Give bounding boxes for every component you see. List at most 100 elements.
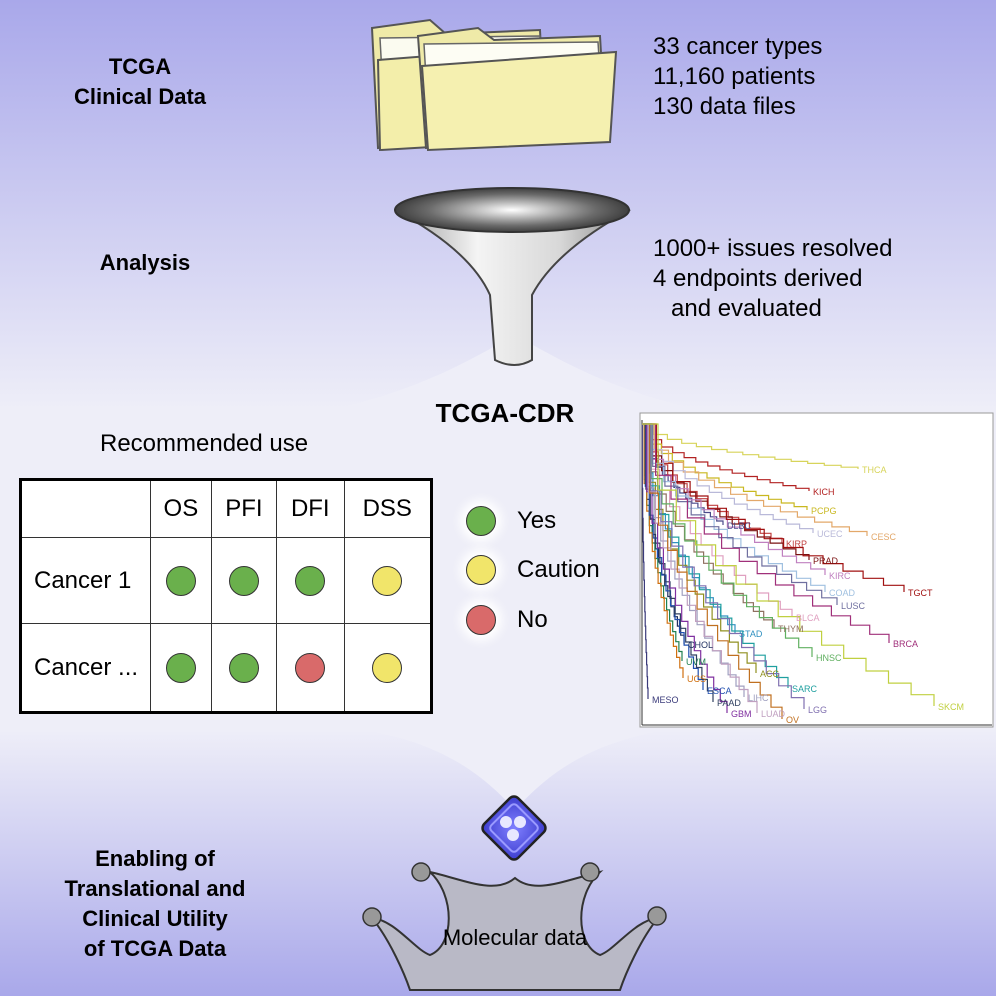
tcga-cdr-title: TCGA-CDR bbox=[435, 398, 575, 428]
status-dot bbox=[228, 565, 259, 596]
survival-curve-kich bbox=[642, 423, 810, 491]
survival-curve-acc bbox=[642, 423, 757, 673]
curve-label: LGG bbox=[808, 705, 827, 715]
row-label: Cancer 1 bbox=[20, 536, 151, 625]
survival-curve-cesc bbox=[642, 423, 868, 536]
curve-label: OV bbox=[786, 715, 799, 725]
row-label: Cancer ... bbox=[20, 623, 151, 713]
legend-item-no: No bbox=[466, 604, 548, 636]
survival-curve-thym bbox=[642, 423, 775, 628]
status-dot bbox=[165, 565, 196, 596]
table-row: Cancer 1 bbox=[20, 536, 433, 625]
curve-label: KIRC bbox=[829, 571, 851, 581]
folder-icon bbox=[370, 18, 618, 152]
enabling-label-line: of TCGA Data bbox=[83, 936, 227, 961]
curve-label: LIHC bbox=[748, 693, 769, 703]
stat-line: 130 data files bbox=[653, 93, 796, 120]
table-cell bbox=[150, 536, 212, 625]
column-header: DSS bbox=[343, 479, 433, 538]
curve-label: STAD bbox=[739, 629, 763, 639]
survival-curve-brca bbox=[642, 423, 890, 643]
table-cell bbox=[343, 623, 433, 713]
clinical-data-stats: 33 cancer types 11,160 patients 130 data… bbox=[653, 32, 822, 122]
table-cell bbox=[210, 536, 278, 625]
survival-curve-ucec bbox=[642, 423, 814, 533]
curve-label: COAD bbox=[829, 588, 856, 598]
legend-item-caution: Caution bbox=[466, 554, 600, 586]
survival-curve-paad bbox=[642, 423, 714, 702]
curve-label: KIRP bbox=[786, 539, 807, 549]
table-cell bbox=[276, 536, 345, 625]
curve-label: MESO bbox=[652, 695, 679, 705]
curve-label: UVM bbox=[686, 657, 706, 667]
table-cell bbox=[343, 536, 433, 625]
curve-label: PAAD bbox=[717, 698, 741, 708]
curve-label: KICH bbox=[813, 487, 835, 497]
funnel-icon bbox=[394, 187, 631, 366]
survival-curve-ov bbox=[642, 423, 783, 719]
legend-dot bbox=[466, 555, 496, 585]
enabling-label-line: Enabling of bbox=[95, 846, 215, 871]
tcga-label-line: Clinical Data bbox=[73, 84, 207, 109]
crown-flow-shape bbox=[330, 725, 700, 810]
status-dot bbox=[165, 652, 196, 683]
analysis-label: Analysis bbox=[99, 250, 191, 275]
enabling-label-line: Translational and bbox=[64, 876, 246, 901]
column-header: DFI bbox=[276, 479, 345, 538]
curve-label: LUAD bbox=[761, 709, 786, 719]
survival-curve-skcm bbox=[642, 423, 935, 706]
legend-label: Caution bbox=[517, 556, 600, 583]
column-header: OS bbox=[150, 479, 212, 538]
funnel-flow-shape bbox=[330, 335, 700, 410]
crown-icon bbox=[362, 795, 667, 991]
survival-curve-ucs bbox=[642, 423, 684, 678]
curve-label: CHOL bbox=[688, 640, 713, 650]
curve-label: ACC bbox=[760, 669, 780, 679]
curve-label: CESC bbox=[871, 532, 897, 542]
table-row: Cancer ... bbox=[20, 623, 433, 713]
table-corner-cell bbox=[20, 479, 151, 538]
curve-label: ESCA bbox=[707, 686, 732, 696]
recommended-use-title: Recommended use bbox=[100, 430, 309, 457]
stat-line: 4 endpoints derived bbox=[653, 265, 863, 292]
legend-dot bbox=[466, 506, 496, 536]
column-header: PFI bbox=[210, 479, 278, 538]
table-header-row: OS PFI DFI DSS bbox=[20, 479, 433, 538]
status-dot bbox=[372, 652, 403, 683]
legend-dot bbox=[466, 605, 496, 635]
enabling-label: Enabling of Translational and Clinical U… bbox=[40, 844, 270, 964]
survival-curve-tgct bbox=[642, 423, 905, 592]
survival-curve-sarc bbox=[642, 423, 789, 688]
curve-label: UCEC bbox=[817, 529, 843, 539]
curve-label: PRAD bbox=[813, 556, 839, 566]
table-cell bbox=[276, 623, 345, 713]
analysis-stats: 1000+ issues resolved 4 endpoints derive… bbox=[653, 234, 892, 324]
stat-line: 11,160 patients bbox=[653, 63, 816, 90]
stat-line: 1000+ issues resolved bbox=[653, 235, 893, 262]
survival-curve-lusc bbox=[642, 423, 838, 605]
curve-label: DLBC bbox=[727, 521, 752, 531]
curve-label: THCA bbox=[862, 465, 887, 475]
curve-label: PCPG bbox=[811, 506, 837, 516]
molecular-data-label: Molecular data bbox=[442, 925, 588, 950]
survival-curve-luad bbox=[642, 423, 758, 713]
legend-item-yes: Yes bbox=[466, 505, 556, 537]
survival-curve-meso bbox=[641, 423, 649, 699]
tcga-clinical-data-label: TCGA Clinical Data bbox=[60, 52, 220, 112]
survival-curve-thca bbox=[642, 423, 859, 469]
curve-label: LUSC bbox=[841, 601, 866, 611]
curve-label: BLCA bbox=[796, 613, 820, 623]
survival-curve-hnsc bbox=[642, 423, 813, 657]
status-dot bbox=[228, 652, 259, 683]
curve-label: SARC bbox=[792, 684, 818, 694]
curve-label: BRCA bbox=[893, 639, 918, 649]
table-cell bbox=[210, 623, 278, 713]
status-dot bbox=[372, 565, 403, 596]
status-dot bbox=[295, 565, 326, 596]
survival-curve-lgg bbox=[642, 423, 805, 709]
curve-label: HNSC bbox=[816, 653, 842, 663]
status-dot bbox=[295, 652, 326, 683]
table-cell bbox=[150, 623, 212, 713]
enabling-label-line: Clinical Utility bbox=[82, 906, 228, 931]
